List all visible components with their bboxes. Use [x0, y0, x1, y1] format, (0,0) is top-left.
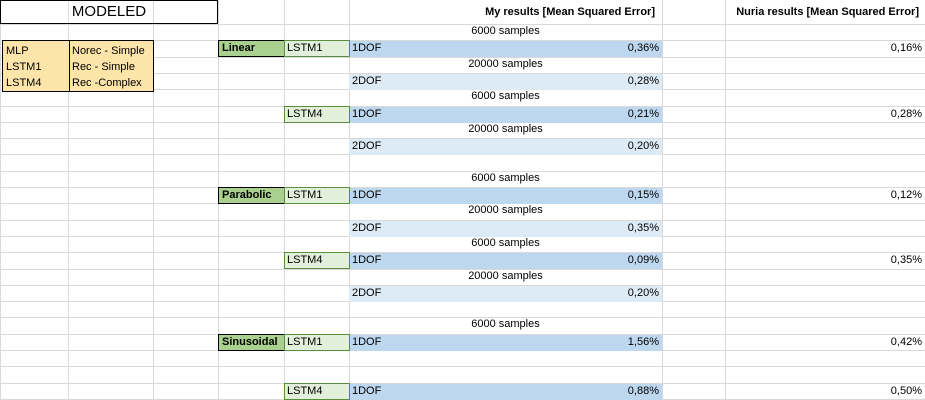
legend-divider: [69, 41, 70, 91]
model-label[interactable]: LSTM4: [284, 252, 350, 269]
legend-code[interactable]: LSTM4: [6, 77, 42, 89]
model-label[interactable]: LSTM1: [284, 334, 350, 351]
result-row-band: [349, 107, 662, 123]
grid-row-line: [0, 57, 925, 58]
grid-column-line: [725, 0, 726, 400]
my-mse-value[interactable]: 0,28%: [627, 75, 659, 87]
dof-label[interactable]: 1DOF: [352, 336, 382, 348]
grid-row-line: [0, 171, 925, 172]
result-row-band: [349, 335, 662, 351]
grid-column-line: [662, 0, 663, 400]
dof-label[interactable]: 1DOF: [352, 108, 382, 120]
dof-label[interactable]: 1DOF: [352, 42, 382, 54]
dof-label[interactable]: 2DOF: [352, 222, 382, 234]
function-label[interactable]: Linear: [218, 40, 285, 57]
legend-code[interactable]: LSTM1: [6, 61, 42, 73]
dof-label[interactable]: 1DOF: [352, 254, 382, 266]
sample-count[interactable]: 6000 samples: [471, 318, 540, 330]
grid-row-line: [0, 269, 925, 270]
my-mse-value[interactable]: 0,88%: [627, 385, 659, 397]
result-row-band: [349, 286, 662, 302]
my-mse-value[interactable]: 0,21%: [627, 108, 659, 120]
my-results-header[interactable]: My results [Mean Squared Error]: [485, 6, 655, 18]
sample-count[interactable]: 6000 samples: [471, 237, 540, 249]
result-row-band: [349, 41, 662, 57]
my-mse-value[interactable]: 0,15%: [627, 189, 659, 201]
sample-count[interactable]: 20000 samples: [468, 270, 543, 282]
dof-label[interactable]: 2DOF: [352, 140, 382, 152]
grid-row-line: [0, 187, 925, 188]
nuria-mse-value[interactable]: 0,50%: [890, 385, 922, 397]
grid-column-line: [0, 0, 1, 400]
grid-row-line: [0, 383, 925, 384]
grid-column-line: [68, 0, 69, 400]
nuria-mse-value[interactable]: 0,16%: [890, 42, 922, 54]
function-label[interactable]: Parabolic: [218, 187, 285, 204]
function-label[interactable]: Sinusoidal: [218, 334, 285, 351]
grid-row-line: [0, 73, 925, 74]
grid-row-line: [0, 317, 925, 318]
sample-count[interactable]: 6000 samples: [471, 90, 540, 102]
dof-label[interactable]: 1DOF: [352, 189, 382, 201]
model-label[interactable]: LSTM4: [284, 383, 350, 400]
grid-row-line: [0, 285, 925, 286]
grid-row-line: [0, 40, 925, 41]
result-row-band: [349, 188, 662, 204]
grid-row-line: [0, 106, 925, 107]
grid-row-line: [0, 252, 925, 253]
sample-count[interactable]: 20000 samples: [468, 58, 543, 70]
nuria-mse-value[interactable]: 0,12%: [890, 189, 922, 201]
model-label[interactable]: LSTM1: [284, 187, 350, 204]
nuria-mse-value[interactable]: 0,35%: [890, 254, 922, 266]
legend-box: MLP Norec - Simple LSTM1 Rec - Simple LSTM4 R…: [2, 40, 154, 92]
dof-label[interactable]: 2DOF: [352, 75, 382, 87]
sample-count[interactable]: 20000 samples: [468, 204, 543, 216]
result-row-band: [349, 253, 662, 269]
modeled-title[interactable]: MODELED: [0, 0, 218, 24]
nuria-mse-value[interactable]: 0,28%: [890, 108, 922, 120]
result-row-band: [349, 384, 662, 400]
my-mse-value[interactable]: 0,20%: [627, 287, 659, 299]
sample-count[interactable]: 6000 samples: [471, 25, 540, 37]
result-row-band: [349, 221, 662, 237]
grid-row-line: [0, 24, 925, 25]
legend-description[interactable]: Rec -Complex: [72, 77, 142, 89]
model-label[interactable]: LSTM4: [284, 106, 350, 123]
model-label[interactable]: LSTM1: [284, 40, 350, 57]
my-mse-value[interactable]: 0,35%: [627, 222, 659, 234]
result-row-band: [349, 74, 662, 90]
grid-row-line: [0, 334, 925, 335]
legend-description[interactable]: Rec - Simple: [72, 61, 135, 73]
grid-row-line: [0, 220, 925, 221]
sample-count[interactable]: 20000 samples: [468, 123, 543, 135]
dof-label[interactable]: 1DOF: [352, 385, 382, 397]
legend-code[interactable]: MLP: [6, 45, 29, 57]
grid-row-line: [0, 138, 925, 139]
result-row-band: [349, 139, 662, 155]
sample-count[interactable]: 6000 samples: [471, 172, 540, 184]
dof-label[interactable]: 2DOF: [352, 287, 382, 299]
legend-description[interactable]: Norec - Simple: [72, 45, 145, 57]
nuria-results-header[interactable]: Nuria results [Mean Squared Error]: [736, 6, 919, 18]
my-mse-value[interactable]: 0,36%: [627, 42, 659, 54]
my-mse-value[interactable]: 1,56%: [627, 336, 659, 348]
grid-column-line: [153, 0, 154, 400]
grid-row-line: [0, 366, 925, 367]
my-mse-value[interactable]: 0,20%: [627, 140, 659, 152]
my-mse-value[interactable]: 0,09%: [627, 254, 659, 266]
nuria-mse-value[interactable]: 0,42%: [890, 336, 922, 348]
